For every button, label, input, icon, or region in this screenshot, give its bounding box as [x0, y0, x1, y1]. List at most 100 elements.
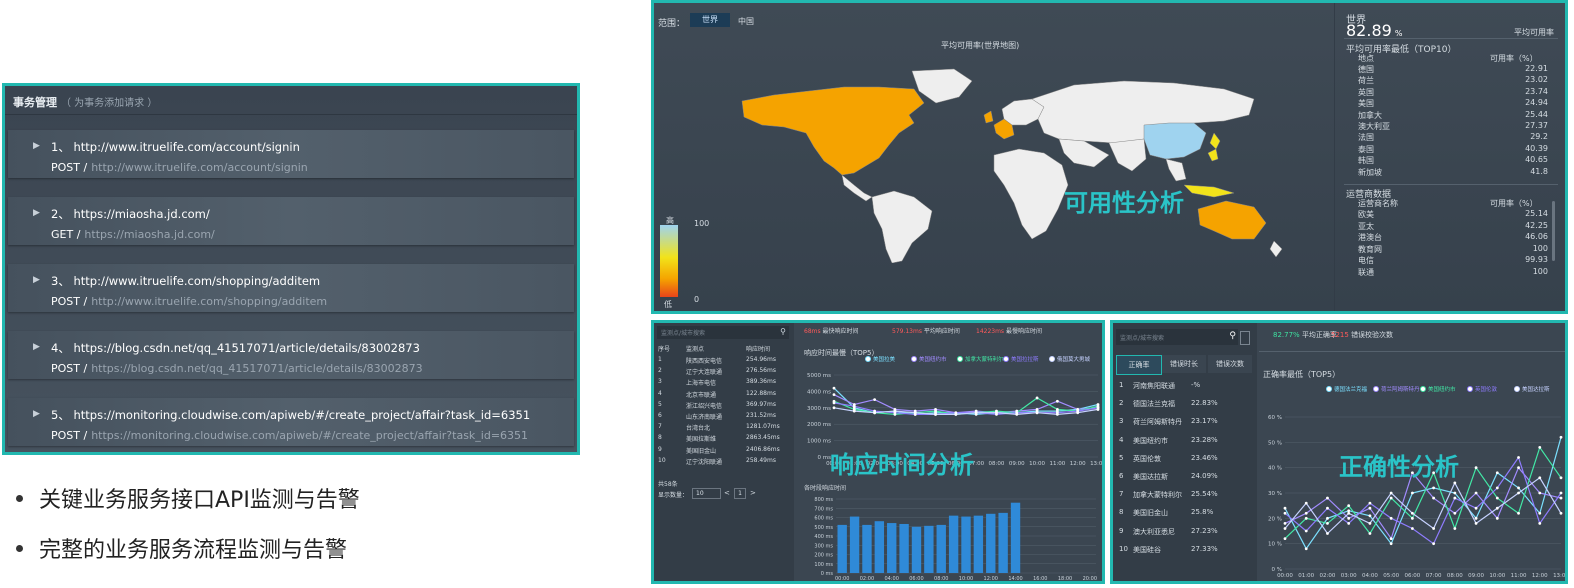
- data-point[interactable]: [1410, 527, 1414, 530]
- accuracy-tab[interactable]: 正确率: [1116, 355, 1162, 375]
- expand-icon[interactable]: ▶: [33, 342, 40, 352]
- data-point[interactable]: [1410, 491, 1414, 495]
- data-point[interactable]: [995, 411, 998, 415]
- series-line[interactable]: [1284, 456, 1562, 545]
- legend-label[interactable]: 美国纽约市: [1428, 385, 1456, 393]
- data-point[interactable]: [1283, 522, 1287, 525]
- data-point[interactable]: [873, 398, 877, 401]
- legend-marker[interactable]: [1514, 386, 1520, 392]
- legend-label[interactable]: 美国拉拉斯: [1011, 355, 1039, 363]
- expand-icon[interactable]: ▶: [33, 275, 40, 285]
- data-point[interactable]: [1304, 516, 1308, 520]
- data-point[interactable]: [1517, 466, 1520, 470]
- data-point[interactable]: [1559, 511, 1563, 515]
- data-point[interactable]: [1517, 511, 1520, 515]
- tab-china[interactable]: 中国: [738, 17, 754, 26]
- data-point[interactable]: [1495, 516, 1499, 520]
- data-point[interactable]: [1410, 511, 1414, 515]
- legend-label[interactable]: 美国纽约市: [919, 355, 947, 363]
- response-search-input[interactable]: 监测点/城市搜索 ⚲: [657, 326, 789, 339]
- availability-legend-scale[interactable]: [660, 225, 678, 297]
- data-point[interactable]: [1055, 412, 1059, 416]
- bar[interactable]: [948, 515, 959, 573]
- data-point[interactable]: [893, 409, 897, 413]
- data-point[interactable]: [1432, 486, 1436, 490]
- data-point[interactable]: [1347, 516, 1351, 520]
- data-point[interactable]: [934, 409, 937, 413]
- bar[interactable]: [998, 512, 1008, 573]
- data-point[interactable]: [1283, 527, 1287, 530]
- data-point[interactable]: [1283, 537, 1287, 540]
- legend-label[interactable]: 俄国莫大男城: [1057, 355, 1091, 363]
- data-point[interactable]: [1538, 476, 1542, 480]
- legend-label[interactable]: 加拿大蒙特利尔: [965, 355, 1004, 363]
- legend-marker[interactable]: [1420, 386, 1426, 392]
- bar[interactable]: [911, 526, 922, 573]
- legend-marker[interactable]: [865, 356, 871, 362]
- response-line-chart[interactable]: 美国拉美 美国纽约市 加拿大蒙特利尔 美国拉拉斯 俄国莫大男城 0 ms 1000 ms 20…: [796, 353, 1102, 471]
- data-point[interactable]: [1517, 486, 1520, 490]
- data-point[interactable]: [1347, 511, 1351, 515]
- response-bar-chart[interactable]: 0 ms 100 ms 200 ms 300 ms 400 ms 500 ms 600 ms…: [796, 493, 1102, 583]
- data-point[interactable]: [1538, 522, 1542, 525]
- data-point[interactable]: [1368, 532, 1372, 535]
- data-point[interactable]: [1015, 412, 1019, 416]
- bar[interactable]: [1010, 502, 1021, 573]
- series-line[interactable]: [1284, 476, 1562, 535]
- data-point[interactable]: [1096, 408, 1100, 411]
- data-point[interactable]: [1076, 411, 1080, 415]
- legend-marker[interactable]: [1049, 356, 1055, 362]
- transaction-item[interactable]: ▶ 4、 https://blog.csdn.net/qq_41517071/ar…: [8, 331, 574, 379]
- bar[interactable]: [849, 516, 860, 573]
- data-point[interactable]: [1326, 522, 1329, 525]
- series-line[interactable]: [1284, 437, 1562, 550]
- data-point[interactable]: [1389, 516, 1393, 520]
- search-icon[interactable]: ⚲: [780, 327, 786, 336]
- legend-marker[interactable]: [1003, 356, 1009, 362]
- transaction-item[interactable]: ▶ 2、 https://miaosha.jd.com/GET / https://…: [8, 197, 574, 245]
- data-point[interactable]: [1347, 504, 1351, 508]
- data-point[interactable]: [1474, 491, 1478, 495]
- data-point[interactable]: [1474, 506, 1478, 510]
- series-line[interactable]: [833, 402, 1099, 416]
- data-point[interactable]: [1368, 501, 1372, 505]
- data-point[interactable]: [873, 411, 877, 415]
- data-point[interactable]: [1368, 506, 1372, 510]
- data-point[interactable]: [1055, 399, 1059, 403]
- data-point[interactable]: [1495, 486, 1499, 490]
- data-point[interactable]: [1304, 529, 1308, 533]
- data-point[interactable]: [1495, 506, 1499, 510]
- data-point[interactable]: [1283, 506, 1287, 510]
- legend-label[interactable]: 德国法兰克福: [1334, 385, 1368, 393]
- legend-label[interactable]: 荷兰阿姆斯特丹: [1381, 385, 1420, 393]
- data-point[interactable]: [1559, 435, 1563, 439]
- world-map[interactable]: [714, 63, 1294, 263]
- data-point[interactable]: [1389, 537, 1393, 540]
- data-point[interactable]: [1453, 527, 1457, 530]
- data-point[interactable]: [1035, 408, 1039, 411]
- legend-marker[interactable]: [1467, 386, 1473, 392]
- data-point[interactable]: [913, 411, 917, 415]
- accuracy-line-chart[interactable]: 德国法兰克福 荷兰阿姆斯特丹 美国纽约市 英国伦敦 美国达拉斯 0 % 10 % 20 % 30…: [1257, 381, 1565, 581]
- data-point[interactable]: [1453, 511, 1457, 515]
- accuracy-search-input[interactable]: 监测点/城市搜索 ⚲: [1116, 329, 1238, 345]
- page-number[interactable]: 1: [734, 488, 746, 499]
- data-point[interactable]: [1432, 527, 1436, 530]
- data-point[interactable]: [1559, 496, 1563, 500]
- data-point[interactable]: [1326, 506, 1329, 510]
- page-prev-button[interactable]: <: [724, 489, 730, 497]
- bar[interactable]: [899, 523, 909, 573]
- accuracy-tab[interactable]: 错误时长: [1162, 355, 1206, 373]
- data-point[interactable]: [1538, 511, 1542, 515]
- filter-icon[interactable]: [1240, 331, 1250, 345]
- legend-label[interactable]: 美国达拉斯: [1522, 385, 1550, 393]
- series-line[interactable]: [1284, 466, 1562, 540]
- bar[interactable]: [862, 524, 872, 573]
- data-point[interactable]: [1432, 471, 1436, 475]
- bar[interactable]: [924, 525, 934, 573]
- data-point[interactable]: [1389, 542, 1393, 546]
- data-point[interactable]: [852, 409, 856, 413]
- expand-icon[interactable]: ▶: [33, 208, 40, 218]
- data-point[interactable]: [974, 411, 978, 415]
- bar[interactable]: [986, 513, 996, 573]
